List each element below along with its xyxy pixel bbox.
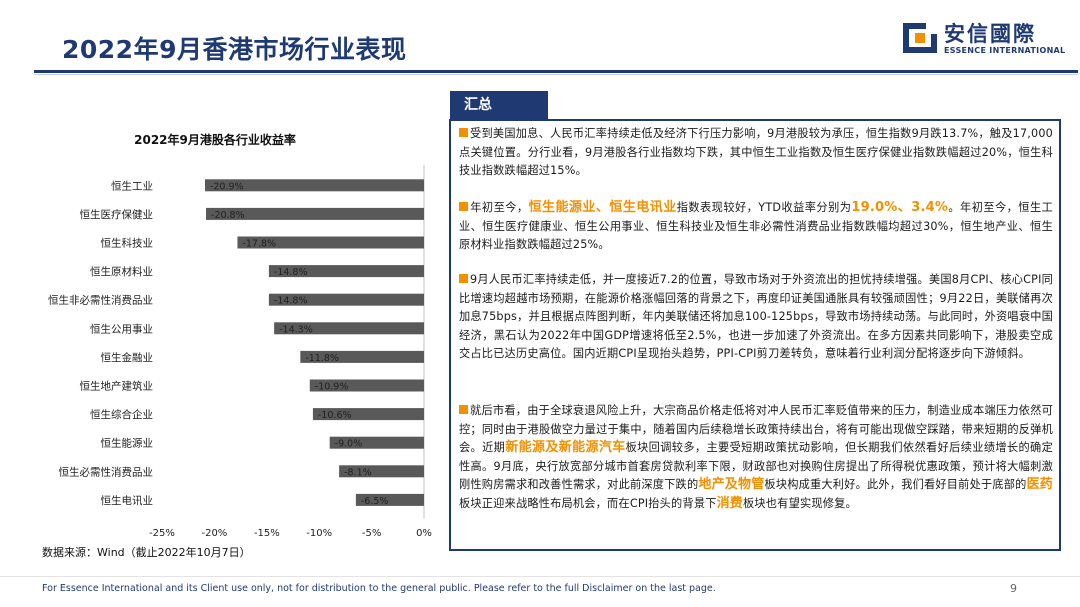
bar-11 <box>339 465 424 478</box>
category-label-7: 恒生金融业 <box>101 351 154 364</box>
logo-chinese-name: 安信國際 <box>944 22 1036 46</box>
value-label-1: -20.9% <box>210 181 244 192</box>
category-label-1: 恒生工业 <box>111 179 153 192</box>
x-tick-label-3: -15% <box>254 528 280 539</box>
value-label-9: -10.6% <box>318 410 352 421</box>
bullet-icon <box>459 128 468 137</box>
value-label-10: -9.0% <box>335 439 363 450</box>
value-label-5: -14.8% <box>274 296 308 307</box>
x-tick-label-5: -5% <box>362 528 381 539</box>
bar-chart: 恒生工业 -20.9% 恒生医疗保健业 -20.8% 恒生科技业 -17.8% 恒生原材料业… <box>48 165 432 539</box>
category-label-6: 恒生公用事业 <box>90 322 153 335</box>
value-label-8: -10.9% <box>315 382 349 393</box>
value-label-7: -11.8% <box>305 353 339 364</box>
summary-box: 受到美国加息、人民币汇率持续走低及经济下行压力影响，9月港股较为承压，恒生指数9… <box>449 119 1061 551</box>
value-label-3: -17.8% <box>242 239 276 250</box>
category-label-8: 恒生地产建筑业 <box>80 380 154 393</box>
category-label-12: 恒生电讯业 <box>101 494 154 507</box>
x-tick-label-4: -10% <box>306 528 332 539</box>
title-divider <box>34 70 1078 73</box>
value-label-4: -14.8% <box>274 267 308 278</box>
footer-disclaimer: For Essence International and its Client… <box>42 583 716 594</box>
category-label-4: 恒生原材料业 <box>90 265 153 278</box>
category-label-10: 恒生能源业 <box>101 437 154 450</box>
x-tick-label-6: 0% <box>416 528 432 539</box>
bar-5 <box>268 293 424 306</box>
bar-10 <box>329 436 424 449</box>
value-label-11: -8.1% <box>344 467 372 478</box>
category-label-9: 恒生综合企业 <box>90 408 153 421</box>
summary-tab: 汇总 <box>450 91 548 119</box>
summary-paragraph-2: 年初至今，恒生能源业、恒生电讯业指数表现较好，YTD收益率分别为19.0%、3.… <box>459 200 1054 252</box>
footer-divider <box>0 576 1080 577</box>
company-logo: 安信國際 ESSENCE INTERNATIONAL <box>902 18 1072 60</box>
x-tick-label-1: -25% <box>149 528 175 539</box>
bullet-icon <box>459 405 468 414</box>
bar-12 <box>355 493 424 506</box>
page-title: 2022年9月香港市场行业表现 <box>62 35 407 64</box>
bar-4 <box>268 265 424 278</box>
bar-2 <box>206 207 424 220</box>
summary-paragraph-1: 受到美国加息、人民币汇率持续走低及经济下行压力影响，9月港股较为承压，恒生指数9… <box>459 127 1053 178</box>
value-label-6: -14.3% <box>279 324 313 335</box>
value-label-12: -6.5% <box>361 496 389 507</box>
page-number: 9 <box>1010 582 1017 595</box>
bar-7 <box>300 350 424 363</box>
bar-9 <box>312 408 424 421</box>
logo-mark-icon <box>902 20 938 56</box>
category-label-11: 恒生必需性消费品业 <box>59 465 154 478</box>
category-label-5: 恒生非必需性消费品业 <box>48 294 153 307</box>
chart-title: 2022年9月港股各行业收益率 <box>134 133 296 147</box>
data-source-note: 数据来源：Wind（截止2022年10月7日） <box>42 546 251 559</box>
summary-paragraph-3: 9月人民币汇率持续走低，并一度接近7.2的位置，导致市场对于外资流出的担忧持续增… <box>459 273 1053 361</box>
bar-6 <box>274 322 424 335</box>
bar-8 <box>309 379 424 392</box>
bar-3 <box>237 236 424 249</box>
logo-english-name: ESSENCE INTERNATIONAL <box>944 46 1066 55</box>
summary-paragraph-4: 就后市看，由于全球衰退风险上升，大宗商品价格走低将对冲人民币汇率贬值带来的压力，… <box>459 404 1053 511</box>
bullet-icon <box>459 274 468 283</box>
bullet-icon <box>459 202 468 211</box>
title-divider-thin <box>34 74 1078 75</box>
category-label-3: 恒生科技业 <box>101 237 154 250</box>
x-tick-label-2: -20% <box>201 528 227 539</box>
value-label-2: -20.8% <box>211 210 245 221</box>
category-label-2: 恒生医疗保健业 <box>80 208 154 221</box>
bar-1 <box>204 179 424 192</box>
